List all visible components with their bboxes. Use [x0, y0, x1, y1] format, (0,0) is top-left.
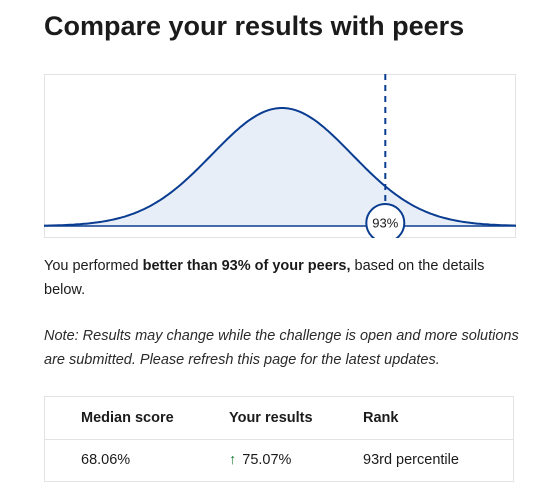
performance-summary: You performed better than 93% of your pe…: [44, 254, 514, 302]
results-note: Note: Results may change while the chall…: [44, 328, 519, 368]
chart-border: [44, 74, 516, 238]
header-rank: Rank: [363, 410, 399, 426]
rank-value: 93rd percentile: [363, 452, 459, 468]
percentile-marker: [365, 203, 406, 238]
page-title: Compare your results with peers: [44, 11, 465, 41]
results-table: Median score Your results Rank 68.06% ↑ 7…: [44, 396, 514, 482]
median-score-value: 68.06%: [81, 452, 131, 468]
header-median-score: Median score: [81, 410, 174, 426]
summary-prefix: You performed: [44, 258, 143, 274]
header-your-results: Your results: [229, 410, 313, 426]
distribution-curve: [44, 107, 516, 227]
your-results-value: 75.07%: [242, 452, 292, 468]
percentile-marker-label: 93%: [372, 216, 398, 231]
arrow-up-icon: ↑: [229, 452, 237, 468]
your-results-cell: ↑ 75.07%: [229, 439, 291, 481]
table-header-row: Median score Your results Rank: [45, 397, 513, 440]
summary-suffix: based on the details below.: [44, 258, 485, 298]
summary-emphasis: better than 93% of your peers,: [142, 258, 351, 274]
peer-distribution-chart: 93%: [44, 74, 516, 238]
table-row: 68.06% ↑ 75.07% 93rd percentile: [45, 439, 513, 481]
distribution-area: [44, 108, 516, 226]
